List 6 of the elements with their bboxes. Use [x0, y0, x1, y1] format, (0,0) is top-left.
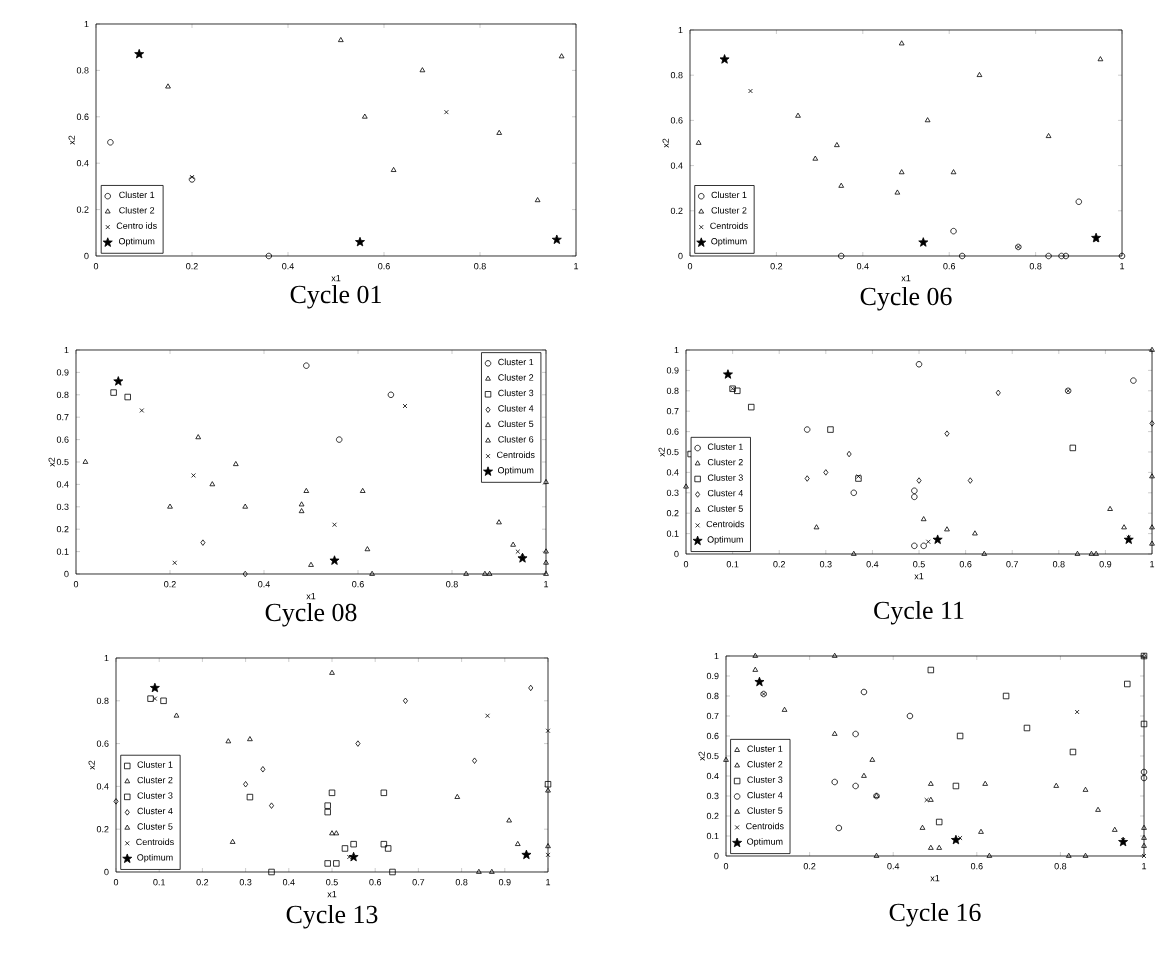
- text: Cycle 11: [874, 600, 964, 625]
- text: Cycle 08: [265, 602, 357, 627]
- text: Cycle 16: [889, 902, 981, 927]
- text: Cycle 01: [290, 284, 381, 309]
- text: Cycle 13: [286, 904, 378, 929]
- text: Cycle 06: [860, 286, 952, 311]
